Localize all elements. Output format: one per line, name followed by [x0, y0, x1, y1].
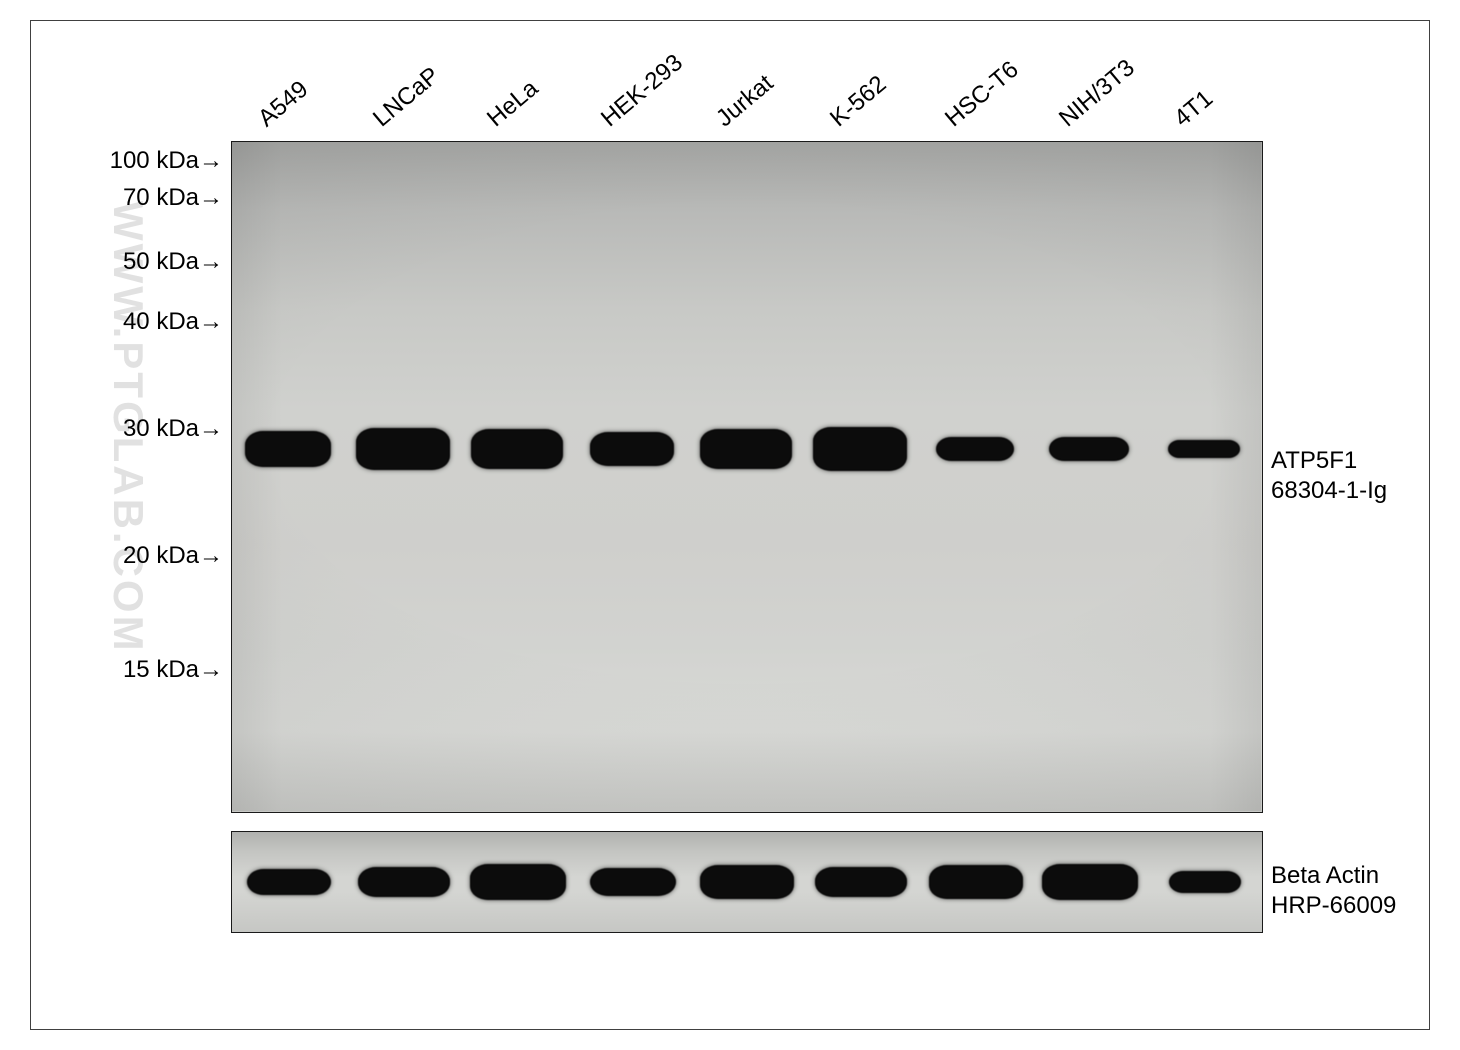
loading-band: [358, 867, 450, 897]
lane-label: LNCaP: [368, 62, 445, 133]
loading-band: [929, 865, 1023, 899]
target-band: [356, 428, 450, 470]
lane-label: HSC-T6: [940, 56, 1024, 133]
target-band: [471, 429, 563, 469]
loading-band: [700, 865, 794, 899]
target-band: [1168, 440, 1240, 458]
target-band: [1049, 437, 1129, 461]
lane-label: K-562: [825, 70, 892, 133]
target-band: [700, 429, 792, 469]
loading-band: [1169, 871, 1241, 893]
target-catalog: 68304-1-Ig: [1271, 477, 1387, 504]
loading-name: Beta Actin: [1271, 862, 1379, 889]
loading-band: [247, 869, 331, 895]
lane-label: HEK-293: [596, 49, 689, 133]
mw-marker-label: 20 kDa→: [123, 542, 223, 570]
lane-label: A549: [253, 76, 314, 133]
loading-blot-region: [231, 831, 1263, 933]
target-band: [590, 432, 674, 466]
lane-label: HeLa: [482, 75, 544, 133]
loading-catalog: HRP-66009: [1271, 892, 1396, 919]
mw-marker-label: 100 kDa→: [110, 147, 223, 175]
target-band: [813, 427, 907, 471]
loading-band: [1042, 864, 1138, 900]
mw-marker-column: 100 kDa→ 70 kDa→ 50 kDa→ 40 kDa→ 30 kDa→ 20 k…: [31, 141, 231, 811]
lane-label: NIH/3T3: [1054, 54, 1140, 133]
target-antibody-label: ATP5F1 68304-1-Ig: [1271, 446, 1387, 506]
loading-band: [470, 864, 566, 900]
mw-marker-label: 40 kDa→: [123, 308, 223, 336]
loading-band: [815, 867, 907, 897]
lane-labels-row: A549 LNCaP HeLa HEK-293 Jurkat K-562 HSC-T6 NIH…: [231, 21, 1261, 141]
loading-band: [590, 868, 676, 896]
mw-marker-label: 15 kDa→: [123, 656, 223, 684]
target-name: ATP5F1: [1271, 447, 1357, 474]
mw-marker-label: 30 kDa→: [123, 415, 223, 443]
figure-frame: WWW.PTGLAB.COM A549LNCaPHeLaHEK-293Jurka…: [30, 20, 1430, 1030]
main-blot-membrane: [231, 141, 1263, 813]
lane-label: 4T1: [1169, 85, 1219, 133]
target-band: [936, 437, 1014, 461]
lane-label: Jurkat: [711, 70, 779, 133]
main-blot-region: [231, 141, 1261, 811]
target-band-row: [231, 427, 1261, 471]
mw-marker-label: 70 kDa→: [123, 184, 223, 212]
mw-marker-label: 50 kDa→: [123, 248, 223, 276]
loading-band-row: [232, 864, 1262, 900]
loading-control-label: Beta Actin HRP-66009: [1271, 861, 1396, 921]
target-band: [245, 431, 331, 467]
